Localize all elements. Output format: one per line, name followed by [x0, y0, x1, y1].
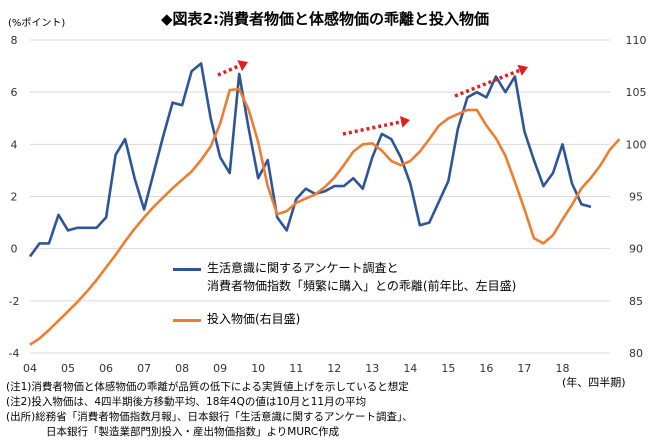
x-tick-label: 07	[137, 362, 151, 375]
series-line-gap	[28, 62, 592, 258]
y-tick-label-right: 110	[626, 34, 647, 47]
y-tick-label-left: 0	[11, 243, 18, 256]
x-tick-label: 09	[213, 362, 227, 375]
x-tick-label: 18	[555, 362, 569, 375]
legend-swatch-input	[173, 319, 201, 322]
x-tick-label: 16	[479, 362, 493, 375]
trend-arrow-shaft	[217, 63, 241, 77]
y-tick-label-right: 105	[626, 86, 647, 99]
x-tick-label: 12	[327, 362, 341, 375]
y-tick-label-right: 100	[626, 138, 647, 151]
x-tick-label: 15	[441, 362, 455, 375]
trend-arrow-head	[517, 64, 528, 76]
x-tick-label: 17	[517, 362, 531, 375]
x-tick-label: 05	[61, 362, 75, 375]
chart-title: ◆図表2:消費者物価と体感物価の乖離と投入物価	[161, 10, 489, 28]
x-axis-unit: (年、四半期)	[562, 376, 626, 389]
y-tick-label-left: -2	[9, 295, 20, 308]
legend-swatch-gap	[173, 268, 201, 271]
x-tick-label: 04	[23, 362, 37, 375]
note-source-cont: 日本銀行「製造業部門別投入・産出物価指数」よりMURC作成	[46, 426, 340, 438]
x-tick-label: 14	[403, 362, 417, 375]
left-axis-unit: (%ポイント)	[8, 18, 66, 29]
trend-arrow-head	[237, 60, 248, 72]
y-tick-label-right: 90	[629, 243, 643, 256]
y-tick-label-right: 85	[629, 295, 643, 308]
note-source: (出所)総務省「消費者物価指数月報」、日本銀行「生活意識に関するアンケート調査」…	[6, 411, 413, 423]
y-tick-label-left: 2	[11, 191, 18, 204]
y-tick-label-left: 4	[11, 138, 18, 151]
y-tick-label-right: 80	[629, 347, 643, 360]
trend-arrow-shaft	[342, 120, 402, 136]
y-tick-label-left: 6	[11, 86, 18, 99]
note-2: (注2)投入物価は、4四半期後方移動平均、18年4Qの値は10月と11月の平均	[6, 396, 367, 408]
note-1: (注1)消費者物価と体感物価の乖離が品質の低下による実質値上げを示していると想定	[6, 381, 409, 393]
y-tick-label-left: -4	[9, 347, 20, 360]
y-tick-label-left: 8	[11, 34, 18, 47]
x-tick-label: 08	[175, 362, 189, 375]
x-tick-label: 10	[251, 362, 265, 375]
x-tick-label: 11	[289, 362, 303, 375]
series-line-input	[29, 87, 621, 346]
legend-label-gap-1: 生活意識に関するアンケート調査と	[207, 261, 399, 275]
legend-label-input: 投入物価(右目盛)	[207, 312, 301, 326]
x-tick-label: 13	[365, 362, 379, 375]
x-tick-label: 06	[99, 362, 113, 375]
y-tick-label-right: 95	[629, 191, 643, 204]
legend-label-gap-2: 消費者物価指数「頻繁に購入」との乖離(前年比、左目盛)	[207, 279, 517, 293]
trend-arrow-head	[399, 115, 410, 128]
